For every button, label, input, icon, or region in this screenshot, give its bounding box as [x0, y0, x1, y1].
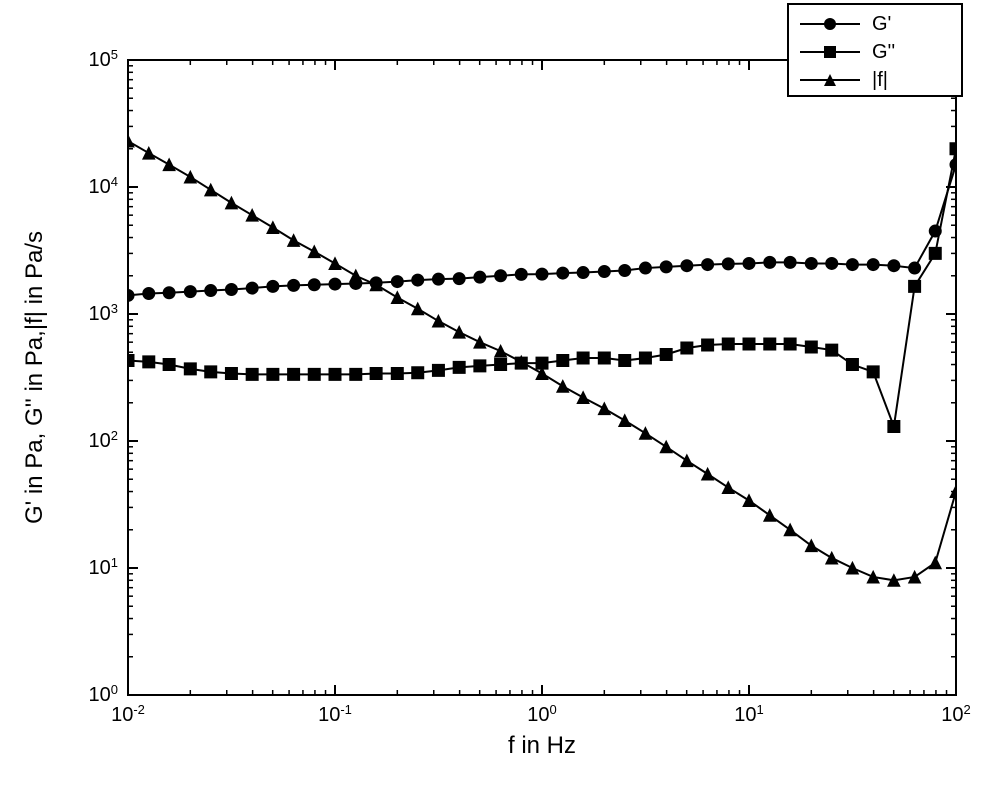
- marker-g_prime: [660, 261, 672, 273]
- marker-g_double_prime: [722, 338, 734, 350]
- marker-g_double_prime: [184, 363, 196, 375]
- marker-g_double_prime: [702, 339, 714, 351]
- marker-g_prime: [764, 256, 776, 268]
- marker-g_double_prime: [764, 338, 776, 350]
- marker-g_prime: [577, 267, 589, 279]
- marker-g_prime: [867, 259, 879, 271]
- marker-g_prime: [391, 276, 403, 288]
- legend-marker: [824, 46, 836, 58]
- marker-g_prime: [205, 285, 217, 297]
- marker-g_double_prime: [660, 348, 672, 360]
- marker-g_double_prime: [846, 359, 858, 371]
- marker-g_prime: [784, 256, 796, 268]
- y-axis-label: G' in Pa, G'' in Pa,|f| in Pa/s: [21, 231, 48, 524]
- marker-g_double_prime: [308, 368, 320, 380]
- legend-marker: [824, 18, 836, 30]
- marker-g_double_prime: [453, 361, 465, 373]
- marker-g_double_prime: [246, 368, 258, 380]
- marker-g_double_prime: [163, 359, 175, 371]
- marker-g_prime: [163, 287, 175, 299]
- marker-g_double_prime: [888, 421, 900, 433]
- marker-g_double_prime: [432, 364, 444, 376]
- marker-g_double_prime: [143, 356, 155, 368]
- marker-g_double_prime: [495, 359, 507, 371]
- marker-g_prime: [598, 266, 610, 278]
- marker-g_double_prime: [784, 338, 796, 350]
- legend-label: G'': [872, 41, 895, 63]
- marker-g_double_prime: [474, 360, 486, 372]
- marker-g_prime: [722, 258, 734, 270]
- marker-g_prime: [432, 273, 444, 285]
- marker-g_double_prime: [577, 352, 589, 364]
- marker-g_prime: [909, 262, 921, 274]
- marker-g_double_prime: [681, 342, 693, 354]
- marker-g_prime: [474, 271, 486, 283]
- marker-g_double_prime: [743, 338, 755, 350]
- legend-label: |f|: [872, 69, 888, 91]
- marker-g_double_prime: [267, 368, 279, 380]
- marker-g_double_prime: [598, 352, 610, 364]
- marker-g_double_prime: [639, 352, 651, 364]
- marker-g_prime: [805, 257, 817, 269]
- marker-g_prime: [184, 286, 196, 298]
- marker-g_double_prime: [867, 366, 879, 378]
- marker-g_double_prime: [412, 367, 424, 379]
- marker-g_double_prime: [391, 368, 403, 380]
- marker-g_prime: [288, 279, 300, 291]
- marker-g_double_prime: [329, 368, 341, 380]
- marker-g_double_prime: [225, 368, 237, 380]
- marker-g_prime: [267, 280, 279, 292]
- marker-g_prime: [412, 274, 424, 286]
- marker-g_prime: [308, 279, 320, 291]
- marker-g_prime: [225, 283, 237, 295]
- marker-g_prime: [743, 257, 755, 269]
- marker-g_prime: [329, 278, 341, 290]
- marker-g_prime: [495, 270, 507, 282]
- legend-label: G': [872, 13, 891, 35]
- marker-g_prime: [453, 273, 465, 285]
- marker-g_double_prime: [909, 280, 921, 292]
- marker-g_prime: [826, 257, 838, 269]
- marker-g_prime: [639, 262, 651, 274]
- marker-g_double_prime: [350, 368, 362, 380]
- marker-g_double_prime: [557, 355, 569, 367]
- marker-g_prime: [515, 268, 527, 280]
- x-axis-label: f in Hz: [508, 732, 576, 759]
- marker-g_prime: [143, 288, 155, 300]
- marker-g_double_prime: [370, 368, 382, 380]
- marker-g_double_prime: [619, 355, 631, 367]
- marker-g_double_prime: [288, 368, 300, 380]
- marker-g_prime: [536, 268, 548, 280]
- marker-g_prime: [557, 267, 569, 279]
- marker-g_prime: [681, 260, 693, 272]
- marker-g_double_prime: [826, 344, 838, 356]
- marker-g_double_prime: [929, 247, 941, 259]
- marker-g_prime: [888, 260, 900, 272]
- marker-g_double_prime: [205, 366, 217, 378]
- marker-g_prime: [619, 265, 631, 277]
- marker-g_prime: [846, 259, 858, 271]
- marker-g_double_prime: [805, 341, 817, 353]
- marker-g_prime: [246, 282, 258, 294]
- rheology-chart: 10-210-1100101102100101102103104105f in …: [0, 0, 1000, 797]
- marker-g_prime: [702, 259, 714, 271]
